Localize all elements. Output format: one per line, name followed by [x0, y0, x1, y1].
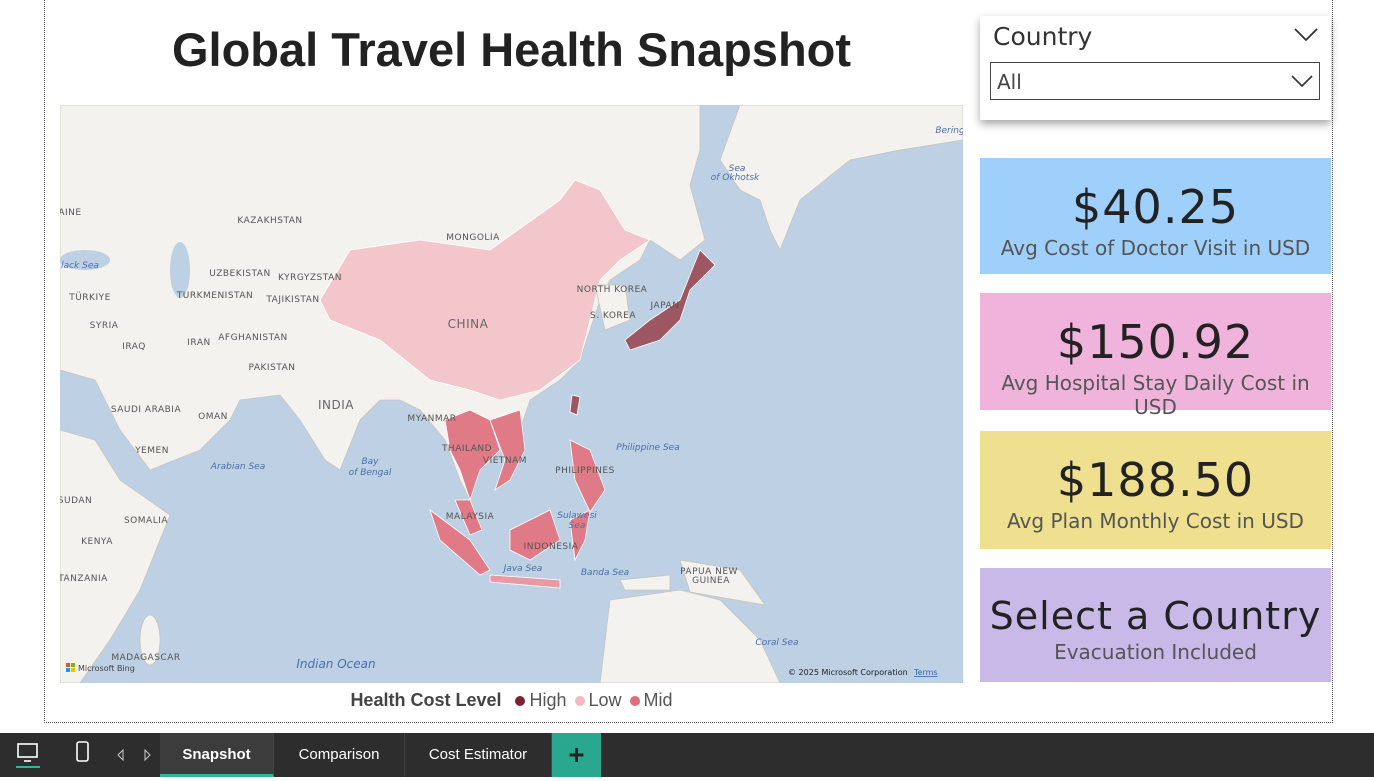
- map-country-label: GUINEA: [692, 576, 730, 586]
- kpi-card: $150.92 Avg Hospital Stay Daily Cost in U…: [980, 293, 1331, 419]
- map-water-label: Philippine Sea: [616, 443, 679, 453]
- legend-title: Health Cost Level: [350, 690, 502, 710]
- map-country-label: SOMALIA: [124, 516, 168, 526]
- country-slicer[interactable]: Country All: [980, 16, 1331, 120]
- map-country-label: TAJIKISTAN: [265, 295, 319, 305]
- map[interactable]: AINE KAZAKHSTAN MONGOLIA UZBEKISTAN KYRGYZST…: [60, 105, 963, 683]
- kpi-value: $150.92: [1056, 315, 1255, 369]
- map-country-label: TURKMENISTAN: [176, 291, 253, 301]
- map-water-label: Bering: [935, 126, 963, 136]
- map-country-label: S. KOREA: [590, 311, 636, 321]
- kpi-card: $40.25 Avg Cost of Doctor Visit in USD: [980, 158, 1331, 274]
- slicer-label: Country: [993, 22, 1093, 51]
- map-water-label: of Bengal: [349, 468, 392, 478]
- kpi-label: Evacuation Included: [1054, 640, 1257, 664]
- kpi-value: $188.50: [1056, 453, 1255, 507]
- map-country-label: AINE: [60, 208, 82, 218]
- tab-scroll[interactable]: [116, 749, 156, 761]
- map-water-label: Coral Sea: [755, 638, 798, 648]
- page-tab[interactable]: Cost Estimator: [405, 733, 552, 777]
- map-country-label: THAILAND: [441, 444, 492, 454]
- map-country-label: OMAN: [198, 412, 228, 422]
- page-tab[interactable]: Comparison: [274, 733, 405, 777]
- legend-label: High: [529, 690, 567, 710]
- map-country-label: SYRIA: [90, 321, 119, 331]
- map-water-label: of Okhotsk: [711, 173, 760, 183]
- kpi-label: Avg Plan Monthly Cost in USD: [1007, 509, 1304, 533]
- report-canvas: [44, 0, 1333, 723]
- map-country-label: TÜRKIYE: [68, 292, 111, 303]
- kpi-value: $40.25: [1072, 180, 1239, 234]
- map-country-label: MYANMAR: [407, 414, 456, 424]
- legend-swatch: [574, 695, 585, 706]
- map-water-label: Sea: [729, 164, 746, 174]
- slicer-value: All: [997, 70, 1022, 94]
- mobile-view[interactable]: [76, 741, 90, 763]
- slicer-dropdown[interactable]: All: [990, 62, 1320, 100]
- map-country-label: JAPAN: [650, 301, 680, 311]
- map-country-label: MONGOLIA: [446, 233, 500, 243]
- map-water-label: Java Sea: [502, 564, 543, 574]
- map-country-label: PHILIPPINES: [555, 466, 615, 476]
- desktop-view[interactable]: [16, 742, 40, 768]
- legend-label: Mid: [643, 690, 673, 710]
- kpi-value: Select a Country: [989, 594, 1322, 638]
- map-legend: Health Cost Level High Low Mid: [60, 690, 963, 711]
- report-title: Global Travel Health Snapshot: [171, 23, 852, 76]
- add-page[interactable]: [552, 733, 601, 777]
- map-country-label: IRAN: [187, 338, 210, 348]
- kpi-card: $188.50 Avg Plan Monthly Cost in USD: [980, 431, 1331, 549]
- map-terms[interactable]: Terms: [913, 668, 938, 677]
- map-water-label: Arabian Sea: [210, 462, 265, 472]
- page-tab-bar: Snapshot Comparison Cost Estimator: [0, 733, 1374, 777]
- slicer-collapse[interactable]: [1294, 28, 1318, 42]
- map-country-label: TANZANIA: [60, 574, 108, 584]
- kpi-label: Avg Hospital Stay Daily Cost in USD: [1001, 371, 1310, 419]
- map-water-label: Bay: [361, 457, 379, 467]
- map-country-label: PAPUA NEW: [680, 567, 738, 577]
- map-country-label: MALAYSIA: [446, 512, 495, 522]
- map-country-label: CHINA: [448, 317, 489, 331]
- legend-swatch: [515, 695, 526, 706]
- kpi-card: Select a Country Evacuation Included: [980, 568, 1331, 682]
- map-water-label: Indian Ocean: [296, 657, 375, 671]
- map-country-label: MADAGASCAR: [111, 653, 180, 663]
- map-bing: Microsoft Bing: [78, 664, 135, 673]
- kpi-label: Avg Cost of Doctor Visit in USD: [1000, 236, 1311, 260]
- map-water-label: Banda Sea: [581, 568, 629, 578]
- page-tab[interactable]: Snapshot: [160, 733, 274, 777]
- map-country-label: KAZAKHSTAN: [237, 216, 302, 226]
- map-water-label: lack Sea: [61, 261, 99, 271]
- map-country-label: AFGHANISTAN: [218, 333, 288, 343]
- map-country-label: INDIA: [318, 398, 354, 412]
- map-country-label: YEMEN: [134, 446, 169, 456]
- map-water-label: Sulawesi: [557, 511, 597, 521]
- map-country-label: INDONESIA: [524, 542, 579, 552]
- map-country-label: NORTH KOREA: [577, 285, 648, 295]
- legend-label: Low: [588, 690, 622, 710]
- map-country-label: SAUDI ARABIA: [111, 405, 182, 415]
- map-country-label: UZBEKISTAN: [209, 269, 270, 279]
- map-country-label: KENYA: [81, 537, 113, 547]
- legend-swatch: [629, 695, 640, 706]
- map-country-label: IRAQ: [122, 342, 146, 352]
- map-country-label: VIETNAM: [483, 456, 527, 466]
- map-country-label: KYRGYZSTAN: [278, 273, 342, 283]
- map-water-label: Sea: [569, 521, 586, 531]
- map-country-label: SUDAN: [60, 496, 92, 506]
- map-country-label: PAKISTAN: [249, 363, 296, 373]
- map-attribution: © 2025 Microsoft Corporation: [788, 668, 908, 677]
